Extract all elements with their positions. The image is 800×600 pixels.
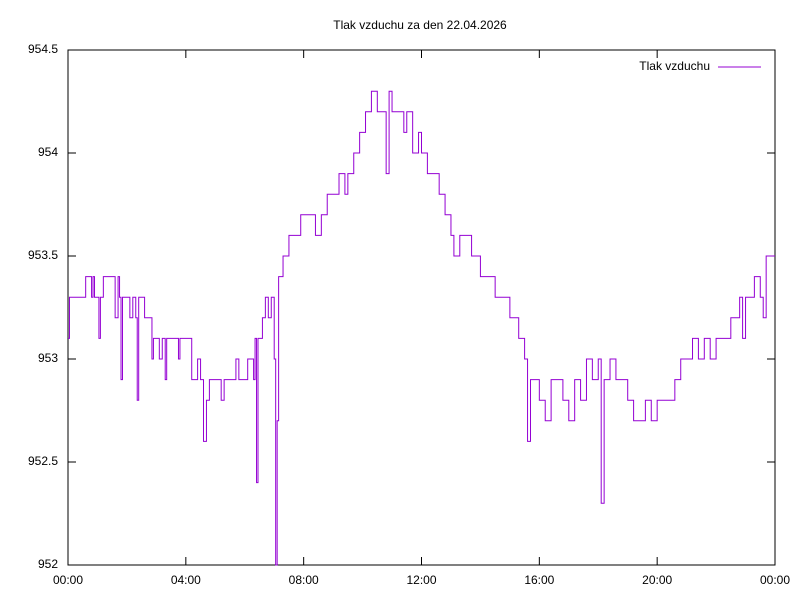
x-tick-label: 08:00 [289,573,319,587]
legend-label: Tlak vzduchu [639,59,710,73]
y-tick-label: 954.5 [28,42,58,56]
y-tick-label: 952.5 [28,454,58,468]
chart-title: Tlak vzduchu za den 22.04.2026 [333,18,507,32]
y-tick-label: 953.5 [28,248,58,262]
data-line [68,90,775,566]
x-tick-label: 04:00 [171,573,201,587]
y-tick-label: 952 [38,557,58,571]
x-tick-label: 00:00 [53,573,83,587]
y-tick-label: 954 [38,145,58,159]
y-tick-label: 953 [38,351,58,365]
plot-frame [67,49,776,566]
x-tick-label: 20:00 [642,573,672,587]
x-tick-label: 16:00 [524,573,554,587]
x-tick-label: 00:00 [760,573,790,587]
x-tick-label: 12:00 [406,573,436,587]
